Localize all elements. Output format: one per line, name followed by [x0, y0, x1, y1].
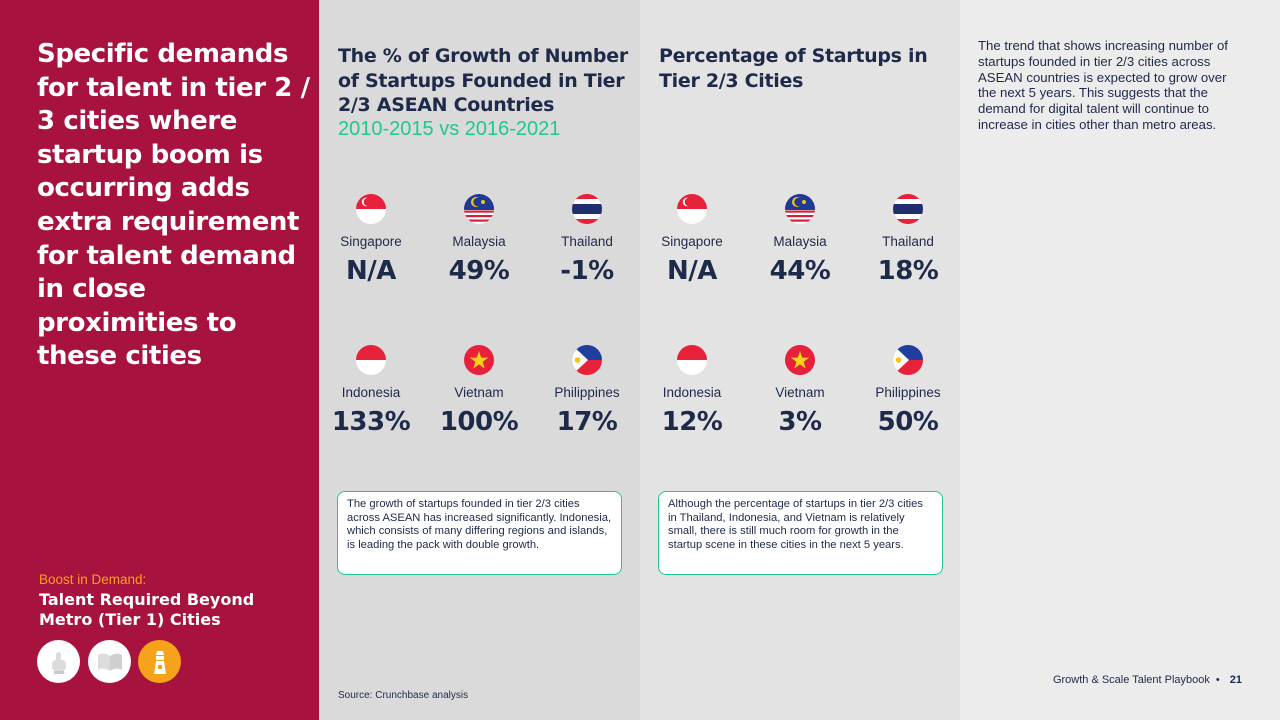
growth-subtitle: 2010-2015 vs 2016-2021 [338, 118, 561, 140]
footer-doc-title: Growth & Scale Talent Playbook [1052, 674, 1210, 686]
growth-country-label: Philippines [554, 385, 620, 400]
percentage-note: Although the percentage of startups in t… [658, 491, 943, 575]
percentage-value: 12% [661, 407, 723, 437]
percentage-title: Percentage of Startups in Tier 2/3 Citie… [659, 45, 928, 92]
percentage-country-label: Philippines [875, 385, 941, 400]
hand-pointer-icon [37, 640, 80, 683]
percentage-value: 44% [769, 256, 831, 286]
lighthouse-icon [138, 640, 181, 683]
growth-value: 133% [331, 407, 411, 437]
percentage-value: 18% [877, 256, 939, 286]
percentage-country-label: Indonesia [662, 385, 722, 400]
percentage-value: N/A [667, 256, 717, 286]
page-number: 21 [1229, 674, 1242, 686]
growth-note: The growth of startups founded in tier 2… [337, 491, 622, 575]
left-panel [0, 0, 319, 720]
footer: Growth & Scale Talent Playbook • 21 [1053, 674, 1242, 686]
thailand-flag-icon [572, 194, 602, 224]
growth-value: 49% [448, 256, 510, 286]
singapore-flag-icon [356, 194, 386, 224]
growth-country-label: Singapore [340, 234, 402, 249]
growth-value: 17% [556, 407, 618, 437]
percentage-value: 50% [877, 407, 939, 437]
percentage-country-label: Singapore [661, 234, 723, 249]
singapore-flag-icon [677, 194, 707, 224]
growth-country-label: Indonesia [341, 385, 401, 400]
percentage-value: 3% [778, 407, 822, 437]
boost-label: Boost in Demand: [39, 572, 147, 587]
growth-value: 100% [439, 407, 519, 437]
growth-country-label: Malaysia [452, 234, 506, 249]
page-headline: Specific demands for talent in tier 2 / … [37, 39, 310, 372]
philippines-flag-icon [893, 345, 923, 375]
boost-title: Talent Required Beyond Metro (Tier 1) Ci… [39, 590, 255, 629]
growth-value: -1% [560, 256, 614, 286]
growth-country-label: Vietnam [454, 385, 504, 400]
indonesia-flag-icon [356, 345, 386, 375]
percentage-country-label: Malaysia [773, 234, 827, 249]
thailand-flag-icon [893, 194, 923, 224]
vietnam-flag-icon [785, 345, 815, 375]
growth-country-label: Thailand [561, 234, 613, 249]
footer-separator: • [1215, 674, 1220, 686]
philippines-flag-icon [572, 345, 602, 375]
trend-panel [960, 0, 1280, 720]
percentage-country-label: Thailand [882, 234, 934, 249]
percentage-country-label: Vietnam [775, 385, 825, 400]
growth-value: N/A [346, 256, 396, 286]
malaysia-flag-icon [785, 194, 815, 224]
growth-title: The % of Growth of Number of Startups Fo… [338, 45, 628, 116]
book-icon [88, 640, 131, 683]
source-note: Source: Crunchbase analysis [338, 690, 469, 701]
indonesia-flag-icon [677, 345, 707, 375]
malaysia-flag-icon [464, 194, 494, 224]
vietnam-flag-icon [464, 345, 494, 375]
trend-text: The trend that shows increasing number o… [978, 38, 1228, 132]
